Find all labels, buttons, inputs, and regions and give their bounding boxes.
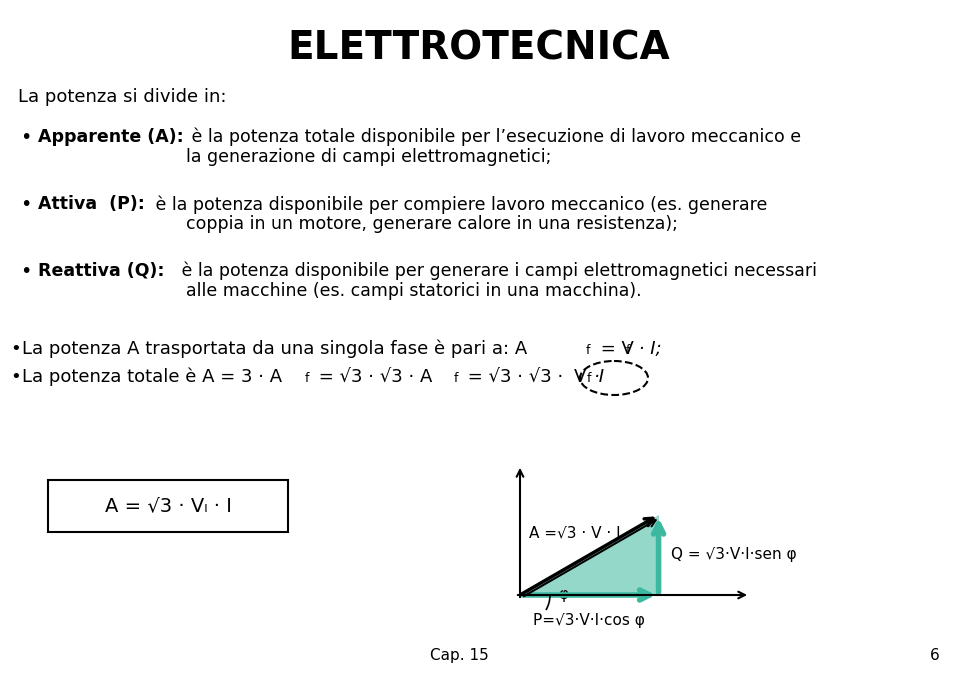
Text: Cap. 15: Cap. 15 bbox=[430, 648, 489, 663]
Text: f: f bbox=[305, 372, 310, 385]
Polygon shape bbox=[520, 515, 659, 595]
Text: è la potenza disponibile per compiere lavoro meccanico (es. generare: è la potenza disponibile per compiere la… bbox=[150, 195, 767, 214]
Text: •: • bbox=[20, 128, 32, 147]
Text: •: • bbox=[20, 195, 32, 214]
Text: la generazione di campi elettromagnetici;: la generazione di campi elettromagnetici… bbox=[186, 148, 551, 166]
Text: coppia in un motore, generare calore in una resistenza);: coppia in un motore, generare calore in … bbox=[186, 215, 678, 233]
Text: P=√3·V·I·cos φ: P=√3·V·I·cos φ bbox=[533, 613, 645, 628]
Text: = √3 · √3 ·: = √3 · √3 · bbox=[462, 368, 563, 386]
Bar bbox=[48, 480, 288, 532]
Text: ·I: ·I bbox=[594, 368, 605, 386]
Text: Attiva  (P):: Attiva (P): bbox=[38, 195, 145, 213]
Text: ELETTROTECNICA: ELETTROTECNICA bbox=[288, 30, 670, 68]
Text: La potenza si divide in:: La potenza si divide in: bbox=[18, 88, 226, 106]
Text: è la potenza disponibile per generare i campi elettromagnetici necessari: è la potenza disponibile per generare i … bbox=[176, 262, 817, 281]
Text: f: f bbox=[586, 344, 591, 357]
Text: V: V bbox=[574, 368, 586, 386]
Text: •: • bbox=[10, 340, 21, 358]
Text: La potenza totale è A = 3 · A: La potenza totale è A = 3 · A bbox=[22, 368, 282, 386]
Text: 6: 6 bbox=[930, 648, 940, 663]
Text: f: f bbox=[626, 344, 630, 357]
Text: Apparente (A):: Apparente (A): bbox=[38, 128, 184, 146]
Text: •: • bbox=[10, 368, 21, 386]
Text: alle macchine (es. campi statorici in una macchina).: alle macchine (es. campi statorici in un… bbox=[186, 282, 642, 300]
Text: f: f bbox=[587, 372, 592, 385]
Text: A = √3 · Vₗ · I: A = √3 · Vₗ · I bbox=[105, 496, 231, 515]
Text: La potenza A trasportata da una singola fase è pari a: A: La potenza A trasportata da una singola … bbox=[22, 340, 527, 359]
Text: φ: φ bbox=[558, 587, 568, 602]
Text: = √3 · √3 · A: = √3 · √3 · A bbox=[313, 368, 433, 386]
Text: Reattiva (Q):: Reattiva (Q): bbox=[38, 262, 165, 280]
Text: •: • bbox=[20, 262, 32, 281]
Text: è la potenza totale disponibile per l’esecuzione di lavoro meccanico e: è la potenza totale disponibile per l’es… bbox=[186, 128, 801, 146]
Text: = V: = V bbox=[595, 340, 634, 358]
Text: f: f bbox=[454, 372, 458, 385]
Text: Q = √3·V·I·sen φ: Q = √3·V·I·sen φ bbox=[670, 548, 796, 563]
Text: A =√3 · V · I: A =√3 · V · I bbox=[529, 525, 620, 540]
Text: · I;: · I; bbox=[633, 340, 662, 358]
